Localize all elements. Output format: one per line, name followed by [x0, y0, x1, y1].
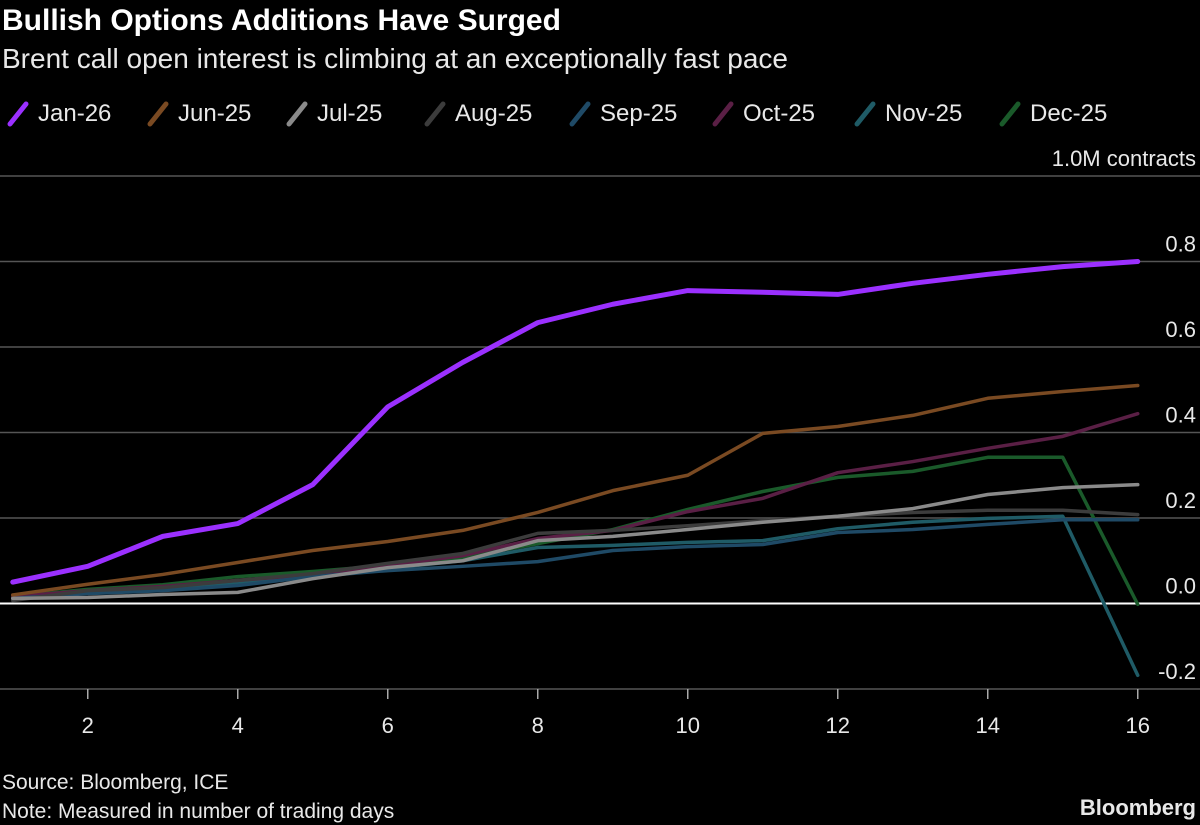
- series-line: [11, 508, 1140, 603]
- y-tick-label: 0.4: [1165, 403, 1196, 428]
- y-tick-label: 0.2: [1165, 488, 1196, 513]
- legend-swatch: [7, 101, 29, 127]
- legend-swatch: [569, 101, 591, 127]
- legend-label: Jun-25: [178, 100, 251, 127]
- legend-swatch: [712, 101, 734, 127]
- legend-label: Jul-25: [317, 100, 382, 127]
- series-line: [11, 455, 1140, 607]
- y-tick-label: 1.0M contracts: [1052, 146, 1196, 171]
- legend-swatch: [424, 101, 446, 127]
- legend-swatch: [854, 101, 876, 127]
- y-tick-label: -0.2: [1158, 659, 1196, 684]
- x-tick-label: 14: [976, 713, 1000, 738]
- x-tick-label: 6: [382, 713, 394, 738]
- legend-label: Sep-25: [600, 100, 677, 127]
- legend-label: Jan-26: [38, 100, 111, 127]
- series-line: [11, 383, 1140, 597]
- note: Note: Measured in number of trading days: [2, 800, 394, 823]
- legend-swatch: [147, 101, 169, 127]
- legend-swatch: [999, 101, 1021, 127]
- source: Source: Bloomberg, ICE: [2, 771, 228, 794]
- legend-label: Dec-25: [1030, 100, 1107, 127]
- legend-swatch: [286, 101, 308, 127]
- legend-label: Oct-25: [743, 100, 815, 127]
- x-tick-label: 4: [232, 713, 244, 738]
- x-tick-label: 2: [82, 713, 94, 738]
- y-tick-label: 0.8: [1165, 232, 1196, 257]
- x-tick-label: 12: [826, 713, 850, 738]
- chart-title: Bullish Options Additions Have Surged: [2, 4, 561, 37]
- brand: Bloomberg: [1080, 795, 1196, 820]
- y-tick-label: 0.6: [1165, 317, 1196, 342]
- series-line: [11, 482, 1140, 601]
- series-line: [11, 517, 1140, 601]
- y-tick-label: 0.0: [1165, 574, 1196, 599]
- series-line: [11, 411, 1140, 599]
- x-tick-label: 16: [1126, 713, 1150, 738]
- legend-label: Aug-25: [455, 100, 532, 127]
- x-tick-label: 8: [532, 713, 544, 738]
- legend-label: Nov-25: [885, 100, 962, 127]
- series-line: [10, 259, 1141, 585]
- chart-subtitle: Brent call open interest is climbing at …: [2, 43, 788, 74]
- x-tick-label: 10: [676, 713, 700, 738]
